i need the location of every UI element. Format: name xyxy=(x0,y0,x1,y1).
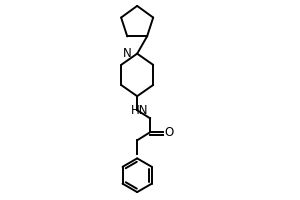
Text: O: O xyxy=(165,126,174,139)
Text: N: N xyxy=(123,47,131,60)
Text: HN: HN xyxy=(131,104,149,117)
